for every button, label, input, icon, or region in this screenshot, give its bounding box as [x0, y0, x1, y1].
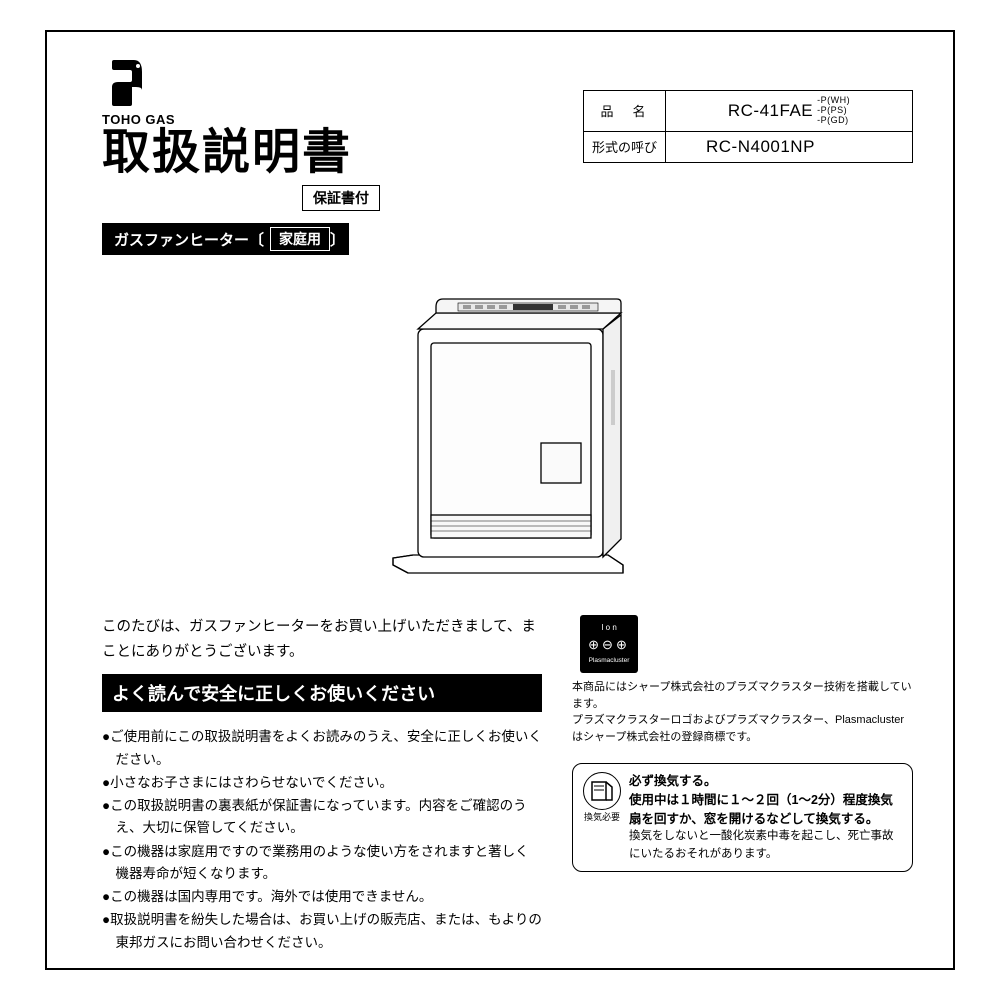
product-illustration [102, 285, 913, 585]
category-bracket-close: 〕 [330, 229, 345, 250]
category-band: ガスファンヒーター 〔 家庭用 〕 [102, 223, 349, 255]
category-main: ガスファンヒーター [114, 229, 249, 250]
ion-label: I o n [601, 622, 617, 634]
table-row: 品 名 RC-41FAE -P(WH) -P(PS) -P(GD) [584, 91, 913, 132]
bullet-item: ●この機器は国内専用です。海外では使用できません。 [102, 886, 542, 908]
vent-line2: 使用中は１時間に１〜２回（1〜2分）程度換気扇を回すか、窓を開けるなどして換気す… [629, 791, 902, 829]
vent-line3: 換気をしないと一酸化炭素中毒を起こし、死亡事故にいたるおそれがあります。 [629, 828, 902, 863]
manual-title: 取扱説明書 [102, 129, 583, 177]
left-text-column: このたびは、ガスファンヒーターをお買い上げいただきまして、まことにありがとうござ… [102, 615, 542, 955]
plasma-note: 本商品にはシャープ株式会社のプラズマクラスター技術を搭載しています。 [572, 679, 913, 712]
ventilation-icon: 換気必要 [583, 772, 621, 823]
plasma-dots-icon: ⊕⊖⊕ [588, 635, 630, 655]
ventilation-warning-box: 換気必要 必ず換気する。 使用中は１時間に１〜２回（1〜2分）程度換気扇を回すか… [572, 763, 913, 872]
plasmacluster-badge: I o n ⊕⊖⊕ Plasmacluster [580, 615, 638, 673]
manual-cover-page: TOHO GAS 取扱説明書 保証書付 ガスファンヒーター 〔 家庭用 〕 品 … [45, 30, 955, 970]
ventilation-text: 必ず換気する。 使用中は１時間に１〜２回（1〜2分）程度換気扇を回すか、窓を開け… [629, 772, 902, 863]
title-block: TOHO GAS 取扱説明書 保証書付 ガスファンヒーター 〔 家庭用 〕 [102, 60, 583, 255]
bullet-list: ●ご使用前にこの取扱説明書をよくお読みのうえ、安全に正しくお使いください。 ●小… [102, 726, 542, 954]
bullet-item: ●この機器は家庭用ですので業務用のような使い方をされますと著しく機器寿命が短くな… [102, 841, 542, 886]
value-type: RC-N4001NP [666, 131, 913, 162]
bullet-item: ●ご使用前にこの取扱説明書をよくお読みのうえ、安全に正しくお使いください。 [102, 726, 542, 771]
table-row: 形式の呼び RC-N4001NP [584, 131, 913, 162]
bullet-item: ●取扱説明書を紛失した場合は、お買い上げの販売店、または、もよりの東邦ガスにお問… [102, 909, 542, 954]
category-tag: 家庭用 [270, 227, 330, 251]
window-open-icon [583, 772, 621, 810]
bullet-item: ●小さなお子さまにはさわらせないでください。 [102, 772, 542, 794]
model-info-table: 品 名 RC-41FAE -P(WH) -P(PS) -P(GD) 形式の呼び … [583, 90, 913, 163]
vent-icon-label: 換気必要 [584, 812, 620, 822]
safety-heading: よく読んで安全に正しくお使いください [102, 674, 542, 712]
header-row: TOHO GAS 取扱説明書 保証書付 ガスファンヒーター 〔 家庭用 〕 品 … [102, 60, 913, 255]
thanks-text: このたびは、ガスファンヒーターをお買い上げいただきまして、まことにありがとうござ… [102, 615, 542, 664]
bullet-item: ●この取扱説明書の裏表紙が保証書になっています。内容をご確認のうえ、大切に保管し… [102, 795, 542, 840]
category-bracket-open: 〔 [249, 229, 264, 250]
right-text-column: I o n ⊕⊖⊕ Plasmacluster 本商品にはシャープ株式会社のプラ… [572, 615, 913, 872]
plasmacluster-label: Plasmacluster [589, 656, 630, 666]
label-type: 形式の呼び [584, 131, 666, 162]
bottom-content: このたびは、ガスファンヒーターをお買い上げいただきまして、まことにありがとうござ… [102, 615, 913, 955]
value-product-name: RC-41FAE -P(WH) -P(PS) -P(GD) [666, 91, 913, 132]
brand-name: TOHO GAS [102, 112, 583, 127]
model-suffixes: -P(WH) -P(PS) -P(GD) [817, 96, 850, 126]
plasma-note: プラズマクラスターロゴおよびプラズマクラスター、Plasmaclusterはシャ… [572, 712, 913, 745]
model-number: RC-41FAE [728, 101, 813, 121]
vent-line1: 必ず換気する。 [629, 772, 902, 791]
warranty-badge: 保証書付 [302, 185, 380, 211]
toho-gas-logo [102, 60, 583, 106]
label-product-name: 品 名 [584, 91, 666, 132]
